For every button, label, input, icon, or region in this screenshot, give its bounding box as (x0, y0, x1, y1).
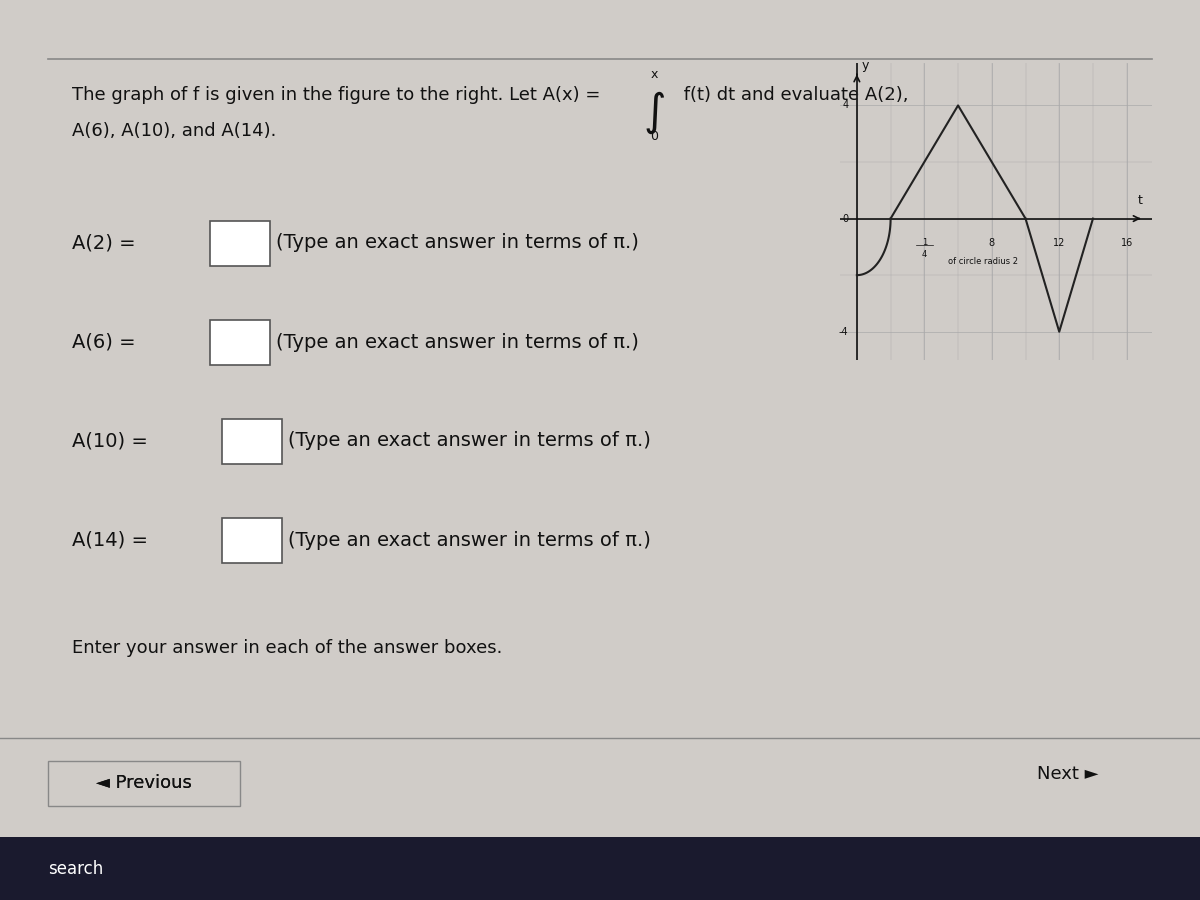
Text: 12: 12 (1054, 238, 1066, 248)
Text: 4: 4 (842, 101, 848, 111)
Text: 0: 0 (650, 130, 658, 143)
Text: x: x (650, 68, 658, 81)
Text: (Type an exact answer in terms of π.): (Type an exact answer in terms of π.) (276, 332, 638, 352)
Text: ◄ Previous: ◄ Previous (96, 774, 192, 792)
Text: 16: 16 (1121, 238, 1133, 248)
Text: -4: -4 (839, 327, 848, 337)
Text: A(10) =: A(10) = (72, 431, 148, 451)
Text: search: search (48, 860, 103, 878)
Text: 0: 0 (842, 213, 848, 223)
Text: (Type an exact answer in terms of π.): (Type an exact answer in terms of π.) (276, 233, 638, 253)
Text: of circle radius 2: of circle radius 2 (948, 256, 1019, 266)
Text: A(6), A(10), and A(14).: A(6), A(10), and A(14). (72, 122, 276, 140)
Text: t: t (1138, 194, 1142, 207)
Text: A(2) =: A(2) = (72, 233, 136, 253)
Text: ◄ Previous: ◄ Previous (96, 774, 192, 792)
Text: 1: 1 (922, 238, 926, 248)
Text: Next ►: Next ► (1037, 765, 1099, 783)
Text: A(6) =: A(6) = (72, 332, 136, 352)
Text: The graph of f is given in the figure to the right. Let A(x) =: The graph of f is given in the figure to… (72, 86, 606, 104)
FancyBboxPatch shape (222, 518, 282, 562)
FancyBboxPatch shape (222, 418, 282, 464)
Text: y: y (862, 58, 869, 72)
Text: $\int$: $\int$ (643, 89, 665, 136)
Text: A(14) =: A(14) = (72, 530, 148, 550)
FancyBboxPatch shape (48, 760, 240, 806)
FancyBboxPatch shape (210, 220, 270, 266)
Text: f(t) dt and evaluate A(2),: f(t) dt and evaluate A(2), (678, 86, 908, 104)
Text: 8: 8 (989, 238, 995, 248)
Bar (0, 837, 1200, 900)
Text: Enter your answer in each of the answer boxes.: Enter your answer in each of the answer … (72, 639, 503, 657)
Text: 4: 4 (922, 249, 926, 258)
FancyBboxPatch shape (210, 320, 270, 365)
Text: (Type an exact answer in terms of π.): (Type an exact answer in terms of π.) (288, 431, 650, 451)
Text: (Type an exact answer in terms of π.): (Type an exact answer in terms of π.) (288, 530, 650, 550)
